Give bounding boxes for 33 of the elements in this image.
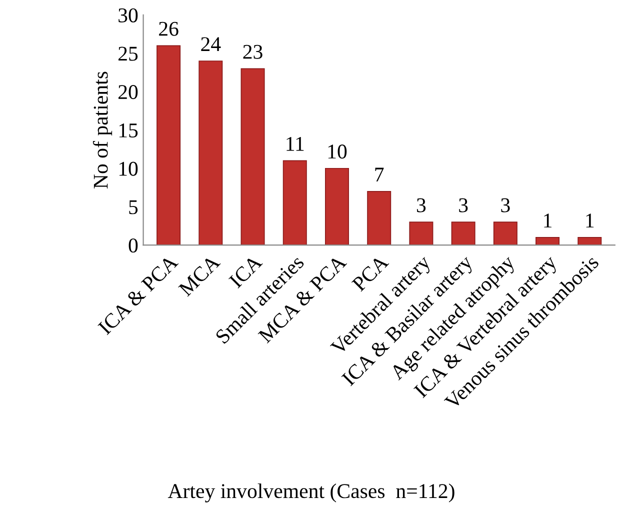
data-label: 1	[544, 214, 552, 228]
y-axis-title: No of patients	[92, 72, 112, 188]
y-tick-label: 30	[118, 8, 138, 22]
data-label: 3	[416, 198, 426, 212]
bar	[282, 160, 307, 246]
bar	[156, 45, 181, 246]
y-tick-label: 20	[118, 85, 138, 100]
data-label: 26	[159, 22, 178, 36]
bar	[324, 168, 349, 246]
data-label: 1	[586, 214, 594, 228]
bar	[578, 237, 602, 246]
bar	[493, 222, 518, 246]
bar	[240, 68, 265, 246]
x-axis-title: Artey involvement (Cases n=112)	[168, 483, 454, 502]
bar	[367, 190, 392, 246]
y-tick-label: 10	[119, 162, 138, 176]
y-tick-label: 25	[118, 46, 138, 61]
x-tick-label: ICA & PCA	[97, 254, 179, 336]
data-label: 3	[459, 198, 468, 212]
bar	[409, 222, 434, 246]
data-label: 3	[501, 198, 510, 212]
y-tick-label: 0	[128, 238, 138, 253]
bar	[198, 60, 223, 246]
data-label: 23	[243, 44, 262, 59]
x-tick-label: PCA	[351, 254, 390, 292]
bar	[536, 237, 560, 246]
y-tick-label: 5	[129, 200, 138, 214]
data-label: 24	[201, 37, 221, 51]
data-label: 7	[375, 168, 384, 182]
data-label: 10	[328, 144, 347, 159]
y-tick-label: 15	[119, 124, 138, 138]
data-label: 11	[286, 136, 304, 151]
bar	[451, 222, 476, 246]
